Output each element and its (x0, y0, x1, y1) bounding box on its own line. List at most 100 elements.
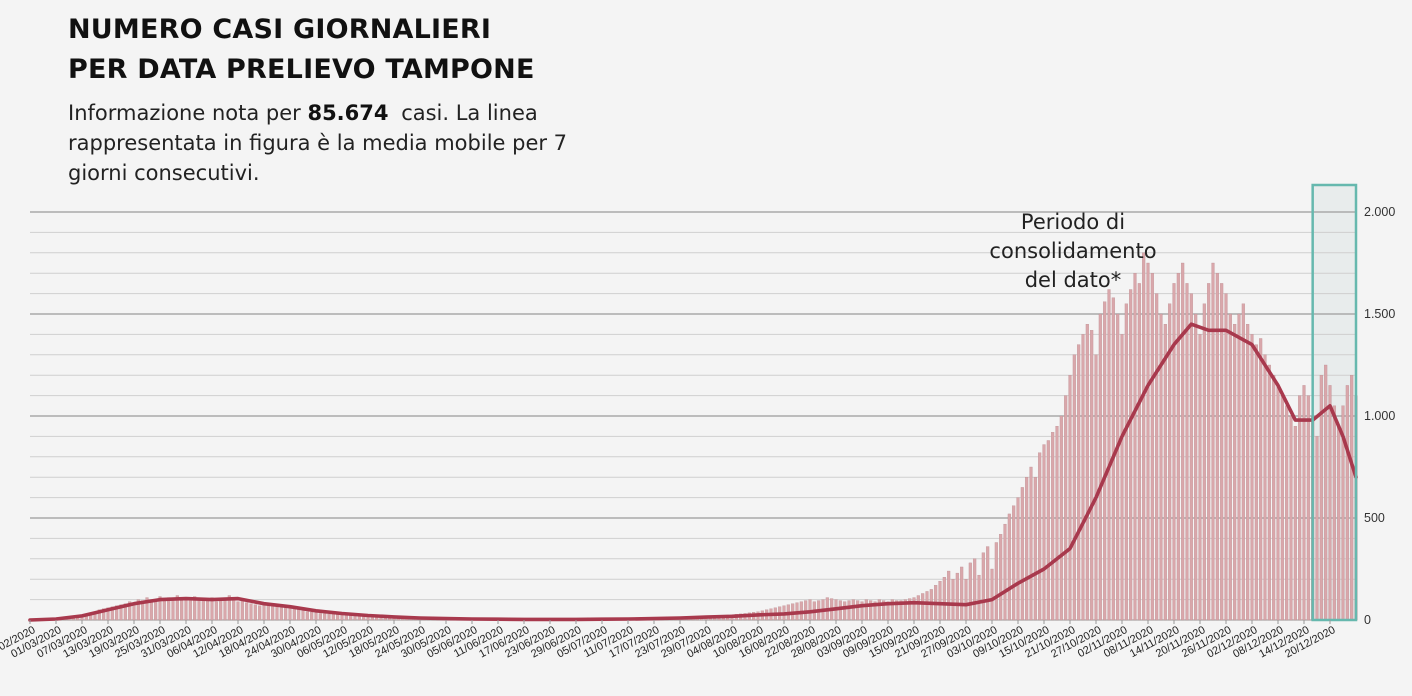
daily-cases-bar (1038, 452, 1042, 621)
daily-cases-bar (1025, 477, 1029, 621)
y-tick-label: 500 (1364, 511, 1385, 525)
daily-cases-bar (219, 598, 223, 621)
daily-cases-bar (908, 598, 912, 621)
daily-cases-bar (964, 579, 968, 621)
daily-cases-bar (102, 608, 106, 621)
daily-cases-bar (925, 591, 929, 621)
daily-cases-bar (1068, 375, 1072, 621)
daily-cases-bar (1133, 273, 1137, 621)
daily-cases-bar (1142, 252, 1146, 621)
daily-cases-bar (279, 607, 283, 621)
daily-cases-bar (1107, 289, 1111, 621)
daily-cases-bar (1176, 273, 1180, 621)
daily-cases-bar (284, 606, 288, 621)
subtitle-suffix: casi. La linea rappresentata in figura è… (68, 101, 568, 185)
daily-cases-bar (119, 604, 123, 621)
daily-cases-bar (1072, 354, 1076, 621)
daily-cases-bar (977, 574, 981, 621)
daily-cases-bar (1103, 301, 1107, 621)
daily-cases-bar (171, 599, 175, 621)
y-tick-label: 2.000 (1364, 205, 1395, 219)
daily-cases-bar (1224, 293, 1228, 621)
daily-cases-bar (973, 558, 977, 621)
daily-cases-bar (1332, 405, 1336, 621)
daily-cases-bar (1267, 364, 1271, 621)
daily-cases-bar (353, 615, 357, 621)
daily-cases-bar (864, 599, 868, 621)
daily-cases-bar (1246, 324, 1250, 621)
daily-cases-bar (1094, 354, 1098, 621)
daily-cases-bar (145, 597, 149, 621)
daily-cases-bar (292, 608, 296, 621)
chart-title: NUMERO CASI GIORNALIERI PER DATA PRELIEV… (68, 10, 535, 90)
daily-cases-bar (123, 603, 127, 621)
daily-cases-bar (1124, 303, 1128, 621)
daily-cases-bar (1259, 338, 1263, 621)
subtitle-prefix: Informazione nota per (68, 101, 301, 125)
daily-cases-bar (1228, 313, 1232, 621)
daily-cases-bar (1003, 523, 1007, 621)
daily-cases-bar (877, 599, 881, 621)
daily-cases-bar (1350, 375, 1354, 621)
daily-cases-bar (1293, 426, 1297, 621)
consolidation-annotation: consolidamento (989, 239, 1156, 263)
daily-cases-bar (1254, 344, 1258, 621)
daily-cases-bar (1146, 262, 1150, 621)
daily-cases-bar (1237, 313, 1241, 621)
daily-cases-bar (262, 604, 266, 621)
daily-cases-bar (921, 593, 925, 621)
daily-cases-bar (1207, 283, 1211, 621)
daily-cases-bar (808, 599, 812, 621)
daily-cases-bar (193, 596, 197, 621)
daily-cases-bar (1046, 440, 1050, 621)
daily-cases-bar (232, 599, 236, 621)
daily-cases-bar (223, 600, 227, 621)
daily-cases-bar (180, 600, 184, 621)
daily-cases-bar (843, 601, 847, 621)
daily-cases-bar (838, 600, 842, 621)
daily-cases-bar (1085, 324, 1089, 621)
daily-cases-bar (938, 581, 942, 621)
daily-cases-bar (349, 615, 353, 621)
daily-cases-bar (136, 599, 140, 621)
daily-cases-bar (297, 609, 301, 621)
daily-cases-bar (981, 552, 985, 621)
daily-cases-bar (1241, 303, 1245, 621)
daily-cases-bar (184, 597, 188, 621)
daily-cases-bar (271, 605, 275, 621)
daily-cases-bar (1263, 354, 1267, 621)
daily-cases-bar (327, 614, 331, 621)
daily-cases-bar (1285, 405, 1289, 621)
daily-cases-bar (1129, 289, 1133, 621)
daily-cases-bar (994, 542, 998, 621)
daily-cases-bar (986, 546, 990, 621)
daily-cases-bar (154, 601, 158, 621)
daily-cases-bar (245, 602, 249, 621)
daily-cases-bar (240, 600, 244, 621)
daily-cases-bar (1081, 334, 1085, 621)
daily-cases-bar (895, 600, 899, 621)
daily-cases-bar (97, 609, 101, 621)
daily-cases-bar (128, 601, 132, 621)
daily-cases-bar (115, 605, 119, 621)
daily-cases-bar (1042, 444, 1046, 621)
daily-cases-bar (1328, 385, 1332, 621)
daily-cases-bar (1159, 313, 1163, 621)
daily-cases-bar (951, 579, 955, 621)
daily-cases-bar (1007, 513, 1011, 621)
daily-cases-bar (856, 600, 860, 621)
daily-cases-bar (1120, 334, 1124, 621)
daily-cases-bar (1198, 334, 1202, 621)
daily-cases-bar (288, 607, 292, 621)
daily-cases-bar (206, 599, 210, 621)
daily-cases-bar (873, 601, 877, 621)
daily-cases-bar (258, 605, 262, 621)
daily-cases-bar (882, 600, 886, 621)
daily-cases-bar (1168, 303, 1172, 621)
moving-average-line (28, 322, 1358, 622)
daily-cases-bar (903, 599, 907, 621)
daily-cases-bar (314, 612, 318, 621)
daily-cases-bar (310, 612, 314, 621)
daily-cases-bar (1233, 324, 1237, 621)
daily-cases-bar (1194, 313, 1198, 621)
